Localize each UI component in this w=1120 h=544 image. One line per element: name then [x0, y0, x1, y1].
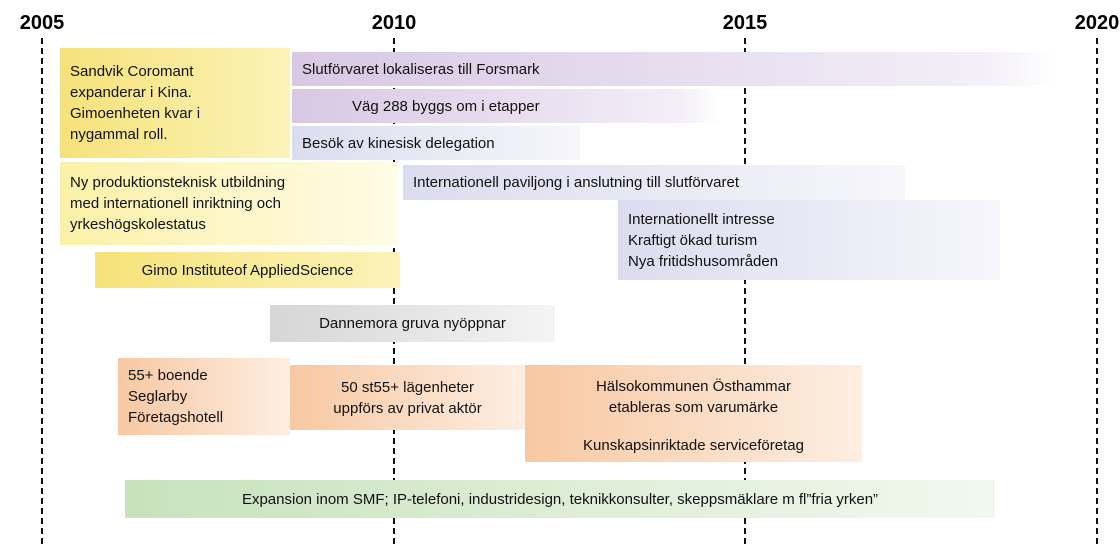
box-text: Seglarby	[128, 388, 188, 405]
year-line	[1096, 38, 1098, 544]
box-text: yrkeshögskolestatus	[70, 216, 206, 233]
box-text: 55+ boende	[128, 367, 208, 384]
box-text: Internationell paviljong i anslutning ti…	[413, 174, 740, 191]
box-text: Slutförvaret lokaliseras till Forsmark	[302, 60, 540, 78]
year-label: 2020	[1074, 12, 1120, 34]
year-label: 2015	[722, 12, 768, 34]
year-line	[744, 38, 746, 544]
year-line	[41, 38, 43, 544]
box-text: Besök av kinesisk delegation	[302, 134, 495, 152]
year-label: 2005	[19, 12, 65, 34]
timeline-box: Ny produktionsteknisk utbildning med inte…	[60, 162, 397, 245]
box-text: Nya fritidshusområden	[628, 252, 779, 270]
timeline-box: 55+ boende Seglarby Företagshotell	[118, 358, 290, 435]
box-text: etableras som varumärke	[608, 398, 779, 416]
timeline-box: Internationell paviljong i anslutning ti…	[403, 165, 905, 200]
box-text: Företagshotell	[128, 409, 224, 426]
timeline-box: 50 st55+ lägenheter uppförs av privat akt…	[290, 365, 525, 430]
box-text: Väg 288 byggs om i etapper	[352, 97, 540, 115]
timeline-box: Gimo Instituteof AppliedScience	[95, 252, 400, 288]
box-text: Expansion inom SMF; IP-telefoni, industr…	[241, 490, 879, 508]
box-text: Hälsokommunen Östhammar	[595, 377, 792, 395]
timeline-box: Expansion inom SMF; IP-telefoni, industr…	[125, 480, 995, 518]
box-text: uppförs av privat aktör	[333, 399, 482, 417]
box-text: Gimo Instituteof AppliedScience	[141, 261, 354, 279]
box-text: Kunskapsinriktade serviceföretag	[583, 436, 804, 454]
box-text: Ny produktionsteknisk utbildning	[70, 174, 286, 191]
timeline-box: Väg 288 byggs om i etapper	[292, 89, 720, 123]
box-text: Kraftigt ökad turism	[628, 231, 758, 249]
timeline-box: Hälsokommunen Östhammar etableras som var…	[525, 365, 862, 428]
box-text: nygammal roll.	[70, 126, 168, 143]
box-text: Internationellt intresse	[628, 210, 775, 228]
box-text: Dannemora gruva nyöppnar	[319, 315, 506, 332]
timeline-box: Slutförvaret lokaliseras till Forsmark	[292, 52, 1055, 86]
year-label: 2010	[371, 12, 417, 34]
timeline-box: Internationellt intresse Kraftigt ökad tu…	[618, 200, 1000, 280]
timeline-box: Dannemora gruva nyöppnar	[270, 305, 555, 342]
box-text: Gimoenheten kvar i	[70, 105, 201, 122]
box-text: expanderar i Kina.	[70, 84, 192, 101]
year-line	[393, 38, 395, 544]
box-text: Sandvik Coromant	[70, 63, 194, 80]
box-text: 50 st55+ lägenheter	[340, 378, 475, 396]
timeline-box: Sandvik Coromant expanderar i Kina. Gimoen…	[60, 48, 290, 158]
timeline-box: Kunskapsinriktade serviceföretag	[525, 428, 862, 462]
box-text: med internationell inriktning och	[70, 195, 281, 212]
timeline-box: Besök av kinesisk delegation	[292, 126, 580, 160]
